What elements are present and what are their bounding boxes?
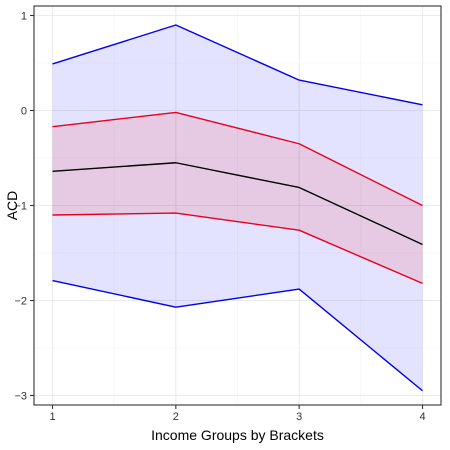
y-tick-label: 1	[21, 11, 27, 23]
x-tick-label: 3	[296, 411, 302, 423]
y-axis-title: ACD	[4, 191, 20, 221]
series-line	[52, 279, 423, 392]
x-axis-title: Income Groups by Brackets	[151, 427, 324, 443]
y-tick-label: 0	[21, 106, 27, 118]
confidence-band	[52, 112, 423, 284]
series-line	[52, 162, 423, 246]
y-tick-label: −2	[14, 296, 27, 308]
series-line	[52, 212, 423, 285]
series-line	[52, 111, 423, 207]
x-tick-label: 2	[173, 411, 179, 423]
axes: 1 2 3 4 1 0 −1 −2 −3	[14, 11, 425, 424]
grid	[34, 6, 441, 405]
x-tick-label: 4	[419, 411, 425, 423]
y-tick-label: −1	[14, 201, 27, 213]
y-tick-label: −3	[14, 391, 27, 403]
x-tick-label: 1	[49, 411, 55, 423]
series-lines	[52, 24, 423, 392]
series-line	[52, 24, 423, 106]
